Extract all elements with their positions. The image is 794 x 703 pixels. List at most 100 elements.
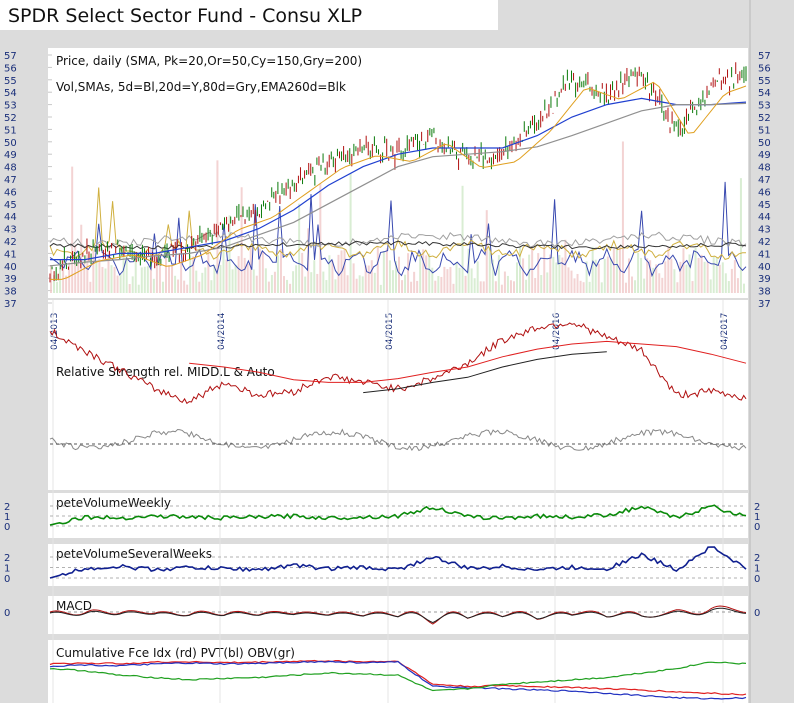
- macd-legend: MACD: [56, 599, 92, 613]
- volume-bar: [177, 279, 180, 293]
- volume-bar: [537, 253, 540, 293]
- volume-bar: [207, 248, 210, 293]
- volume-bar: [65, 275, 68, 293]
- rs-ema-line: [363, 351, 607, 394]
- volume-bar: [612, 248, 615, 293]
- volume-bar: [234, 264, 237, 293]
- volume-bar: [522, 258, 525, 293]
- volume-bar: [579, 280, 582, 293]
- volume-bar: [270, 274, 273, 293]
- date-tick-label: 04/2016: [552, 312, 562, 350]
- volume-bar: [588, 281, 591, 293]
- volume-bar: [727, 281, 730, 293]
- volume-bar: [485, 210, 488, 293]
- volume-several-ytick-left: 0: [4, 574, 10, 585]
- volume-bar: [431, 267, 434, 293]
- volume-bar: [706, 262, 709, 293]
- volume-bar: [715, 257, 718, 293]
- date-tick-label: 04/2017: [720, 313, 730, 350]
- volume-bar: [98, 258, 101, 293]
- volume-bar: [494, 281, 497, 293]
- volume-weekly-ytick-left: 2: [4, 502, 10, 513]
- volume-bar: [621, 141, 624, 293]
- price-sma200-line: [49, 102, 747, 267]
- volume-bar: [549, 254, 552, 293]
- price-ytick-right: 55: [758, 76, 771, 87]
- price-ytick-left: 54: [4, 88, 17, 99]
- price-ytick-left: 37: [4, 299, 17, 310]
- volume-bar: [225, 259, 228, 293]
- price-ytick-right: 42: [758, 237, 771, 248]
- price-ytick-right: 46: [758, 187, 771, 198]
- volume-bar: [59, 268, 62, 293]
- volume-bar: [564, 239, 567, 293]
- volume-bar: [512, 281, 515, 293]
- volume-bar: [615, 250, 618, 293]
- volume-bar: [382, 251, 385, 293]
- volume-bar: [279, 248, 282, 293]
- price-ytick-right: 41: [758, 249, 771, 260]
- volume-bar: [286, 279, 289, 293]
- vs-legend-box: [52, 544, 348, 562]
- volume-bar: [700, 254, 703, 293]
- macd-legend-box: [52, 596, 348, 614]
- price-ytick-left: 56: [4, 63, 17, 74]
- volume-bar: [718, 264, 721, 293]
- price-ytick-right: 54: [758, 88, 771, 99]
- volume-bar: [213, 265, 216, 293]
- price-ytick-left: 47: [4, 175, 17, 186]
- volume-bar: [509, 280, 512, 293]
- volume-bar: [101, 266, 104, 293]
- volume-bar: [516, 262, 519, 293]
- volume-bar: [322, 271, 325, 293]
- title-box: [0, 0, 498, 30]
- volume-bar: [316, 273, 319, 293]
- volume-bar: [661, 277, 664, 293]
- volume-bar: [89, 281, 92, 293]
- vol-legend: Vol,SMAs, 5d=Bl,20d=Y,80d=Gry,EMA260d=Bl…: [56, 80, 346, 94]
- price-ytick-right: 38: [758, 287, 771, 298]
- vol-sma80-line: [49, 231, 747, 249]
- rs-panel: [48, 300, 748, 490]
- volume-bar: [246, 263, 249, 293]
- date-tick-label: 04/2015: [385, 313, 395, 350]
- volume-bar: [295, 265, 298, 293]
- volume-bar: [134, 255, 137, 293]
- volume-bar: [724, 273, 727, 293]
- volume-bar: [174, 275, 177, 293]
- volume-bar: [171, 265, 174, 293]
- volume-bar: [301, 252, 304, 293]
- volume-bar: [313, 260, 316, 293]
- volume-bar: [364, 265, 367, 293]
- volume-bar: [558, 254, 561, 293]
- volume-bar: [249, 246, 252, 293]
- volume-bar: [310, 272, 313, 293]
- cum-legend-box: [52, 643, 348, 661]
- volume-bar: [634, 280, 637, 293]
- price-ytick-right: 39: [758, 274, 771, 285]
- volume-bar: [352, 263, 355, 293]
- volume-bar: [137, 284, 140, 293]
- volume-bar: [231, 269, 234, 293]
- rs-oscillator-line: [49, 428, 747, 452]
- volume-several-line: [49, 546, 747, 579]
- price-ytick-left: 57: [4, 51, 17, 62]
- volume-bar: [298, 203, 301, 293]
- volume-bar: [107, 246, 110, 293]
- volume-bar: [276, 255, 279, 293]
- volume-bar: [74, 244, 77, 293]
- volume-bar: [736, 278, 739, 293]
- volume-bar: [697, 257, 700, 293]
- volume-bar: [361, 276, 364, 293]
- volume-bar: [664, 261, 667, 293]
- volume-bar: [391, 270, 394, 293]
- volume-bar: [195, 270, 198, 293]
- volume-bar: [428, 253, 431, 293]
- volume-bar: [573, 278, 576, 293]
- volume-bar: [328, 255, 331, 293]
- volume-bar: [143, 266, 146, 293]
- volume-bar: [600, 282, 603, 293]
- volume-bar: [180, 260, 183, 293]
- volume-bar: [591, 246, 594, 293]
- volume-bar: [131, 276, 134, 293]
